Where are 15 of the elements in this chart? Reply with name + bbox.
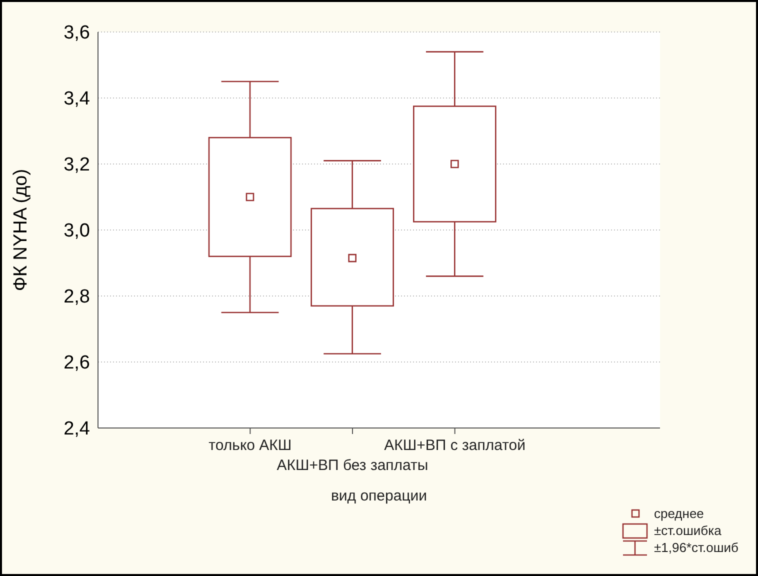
y-tick-label: 3,4 xyxy=(64,88,90,110)
x-tick-label: АКШ+ВП с заплатой xyxy=(384,437,526,454)
x-axis-title: вид операции xyxy=(330,488,428,505)
text: ±ст.ошибка xyxy=(654,523,722,538)
y-tick-label: 2,4 xyxy=(64,418,90,440)
y-tick-label: 3,2 xyxy=(64,154,90,176)
y-axis-title: ФК NYHA (до) xyxy=(10,168,32,292)
x-tick-label: только АКШ xyxy=(208,437,292,454)
text: ±1,96*ст.ошиб xyxy=(654,540,738,555)
x-tick-label: АКШ+ВП без заплаты xyxy=(276,457,428,474)
text: среднее xyxy=(654,506,704,521)
y-tick-label: 2,6 xyxy=(64,352,90,374)
y-tick-label: 2,8 xyxy=(64,286,90,308)
y-tick-label: 3,0 xyxy=(64,220,90,242)
y-tick-label: 3,6 xyxy=(64,22,90,44)
